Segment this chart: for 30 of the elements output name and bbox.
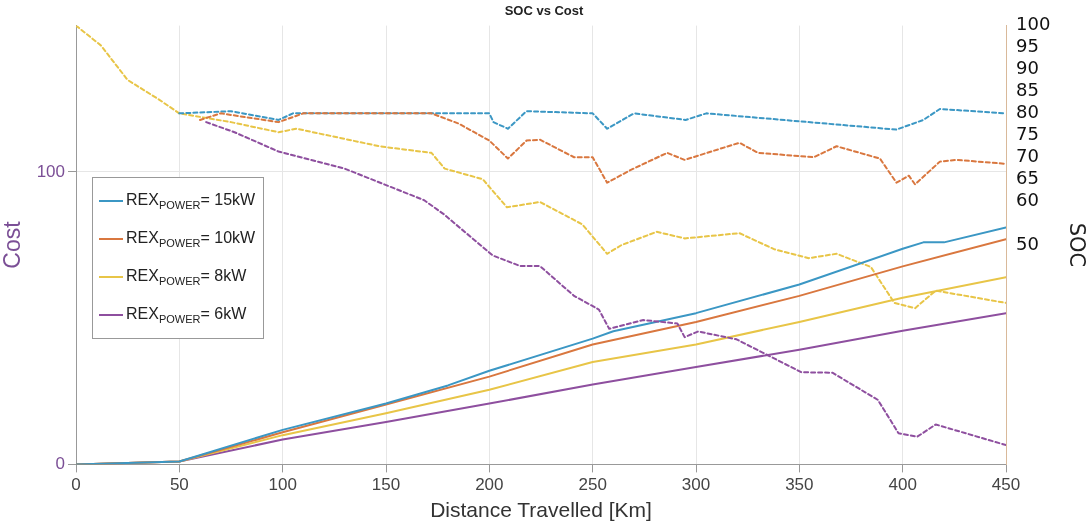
x-tick-label: 0 <box>71 475 81 495</box>
y2-tick-label: 100 <box>1016 13 1051 35</box>
y2-tick-label: 50 <box>1016 232 1039 254</box>
y2-tick-label: 65 <box>1016 166 1039 188</box>
y-axis-title: Cost <box>0 220 26 269</box>
legend-label: REX$_{POWER}$= 10kW <box>126 228 256 250</box>
legend-label: REX$_{POWER}$= 15kW <box>126 190 256 212</box>
line-series <box>199 112 1006 186</box>
line-series <box>178 107 1006 131</box>
chart-title: SOC vs Cost <box>504 3 585 19</box>
y2-tick-label: 85 <box>1016 79 1039 101</box>
x-tick-label: 150 <box>371 475 401 495</box>
x-axis-title: Distance Travelled [Km] <box>430 498 652 522</box>
x-tick-label: 50 <box>169 475 189 495</box>
y2-tick-label: 60 <box>1016 188 1039 210</box>
legend-label: REX$_{POWER}$= 8kW <box>126 266 247 288</box>
y2-axis-title: SOC <box>1064 222 1088 268</box>
legend-label: REX$_{POWER}$= 6kW <box>126 304 247 326</box>
x-tick-label: 350 <box>785 475 814 495</box>
y2-tick-label: 70 <box>1016 144 1039 166</box>
x-tick-label: 450 <box>991 475 1021 495</box>
y2-tick-label: 95 <box>1016 35 1039 57</box>
x-tick-label: 100 <box>268 475 297 495</box>
y2-tick-label: 80 <box>1016 101 1039 123</box>
y2-tick-label: 90 <box>1016 57 1039 79</box>
x-tick-label: 400 <box>888 475 917 495</box>
y2-tick-label: 75 <box>1016 122 1039 144</box>
x-tick-label: 250 <box>578 475 607 495</box>
x-tick-label: 300 <box>681 475 711 495</box>
x-tick-label: 200 <box>475 475 504 495</box>
